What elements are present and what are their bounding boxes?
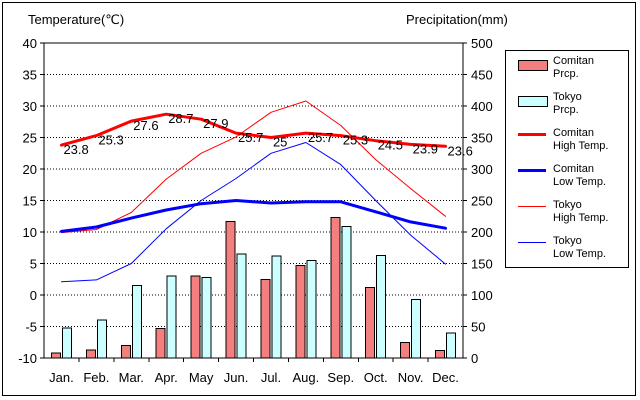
bar-tokyo-prcp bbox=[377, 255, 386, 358]
bar-tokyo-prcp bbox=[342, 226, 351, 358]
y-right-tick-label: 350 bbox=[471, 131, 493, 146]
x-tick-label: Jan. bbox=[49, 370, 74, 385]
x-tick-label: Jun. bbox=[224, 370, 249, 385]
y-left-tick-label: 40 bbox=[23, 36, 37, 51]
y-right-tick-label: 100 bbox=[471, 288, 493, 303]
bar-tokyo-prcp bbox=[237, 254, 246, 358]
y-left-tick-label: 15 bbox=[23, 194, 37, 209]
bar-tokyo-prcp bbox=[307, 260, 316, 358]
data-label: 23.6 bbox=[448, 143, 473, 158]
legend-swatch bbox=[518, 133, 546, 136]
legend: Comitan Prcp. Tokyo Prcp. Comitan High Temp… bbox=[505, 50, 629, 268]
y-right-tick-label: 150 bbox=[471, 257, 493, 272]
x-tick-label: Nov. bbox=[398, 370, 424, 385]
y-right-tick-label: 200 bbox=[471, 225, 493, 240]
data-label: 24.5 bbox=[378, 138, 403, 153]
y-right-tick-label: 300 bbox=[471, 162, 493, 177]
data-label: 25.3 bbox=[343, 133, 368, 148]
legend-item-tokyo-high: Tokyo High Temp. bbox=[506, 197, 628, 233]
legend-swatch bbox=[518, 206, 546, 207]
legend-item-comitan-high: Comitan High Temp. bbox=[506, 125, 628, 161]
data-label: 25.7 bbox=[238, 130, 263, 145]
y-right-tick-label: 50 bbox=[471, 320, 485, 335]
y-left-tick-label: -10 bbox=[18, 351, 37, 366]
x-tick-label: May bbox=[189, 370, 214, 385]
x-tick-label: Aug. bbox=[293, 370, 320, 385]
legend-label: Comitan bbox=[553, 163, 606, 176]
bar-tokyo-prcp bbox=[412, 299, 421, 358]
y-right-tick-label: 400 bbox=[471, 99, 493, 114]
bar-comitan-prcp bbox=[331, 218, 340, 358]
legend-item-comitan-prcp: Comitan Prcp. bbox=[506, 53, 628, 89]
data-label: 25.3 bbox=[98, 133, 123, 148]
bar-comitan-prcp bbox=[86, 350, 95, 358]
y-left-tick-label: 0 bbox=[30, 288, 37, 303]
bar-comitan-prcp bbox=[436, 350, 445, 358]
bar-tokyo-prcp bbox=[62, 328, 71, 358]
y-left-tick-label: 20 bbox=[23, 162, 37, 177]
x-tick-label: Sep. bbox=[327, 370, 354, 385]
legend-label: High Temp. bbox=[553, 140, 608, 153]
bar-tokyo-prcp bbox=[132, 286, 141, 358]
y-left-tick-label: 35 bbox=[23, 68, 37, 83]
bar-tokyo-prcp bbox=[272, 256, 281, 358]
x-tick-label: Apr. bbox=[155, 370, 178, 385]
bar-tokyo-prcp bbox=[97, 320, 106, 358]
legend-swatch bbox=[518, 242, 546, 243]
bar-comitan-prcp bbox=[121, 345, 130, 358]
bar-comitan-prcp bbox=[226, 221, 235, 358]
legend-item-tokyo-prcp: Tokyo Prcp. bbox=[506, 89, 628, 125]
legend-label: Comitan bbox=[553, 127, 608, 140]
legend-label: Comitan bbox=[553, 55, 594, 68]
x-tick-label: Jul. bbox=[261, 370, 281, 385]
x-tick-label: Oct. bbox=[364, 370, 388, 385]
data-label: 25.7 bbox=[308, 130, 333, 145]
data-label: 25 bbox=[273, 135, 287, 150]
legend-swatch bbox=[518, 169, 546, 172]
legend-label: Low Temp. bbox=[553, 176, 606, 189]
bar-tokyo-prcp bbox=[447, 333, 456, 358]
legend-swatch bbox=[518, 96, 548, 107]
x-tick-label: Feb. bbox=[83, 370, 109, 385]
y-right-tick-label: 500 bbox=[471, 36, 493, 51]
legend-label: Tokyo bbox=[553, 91, 582, 104]
legend-label: High Temp. bbox=[553, 212, 608, 225]
data-label: 27.9 bbox=[203, 116, 228, 131]
y-right-tick-label: 250 bbox=[471, 194, 493, 209]
line-tokyo-low bbox=[62, 143, 446, 282]
bar-comitan-prcp bbox=[366, 287, 375, 358]
bar-comitan-prcp bbox=[401, 342, 410, 358]
x-tick-label: Mar. bbox=[119, 370, 144, 385]
bar-comitan-prcp bbox=[156, 328, 165, 358]
line-comitan-low bbox=[62, 201, 446, 232]
bar-comitan-prcp bbox=[261, 279, 270, 358]
data-label: 28.7 bbox=[168, 111, 193, 126]
legend-label: Low Temp. bbox=[553, 248, 606, 261]
legend-label: Tokyo bbox=[553, 235, 606, 248]
y-right-tick-label: 0 bbox=[471, 351, 478, 366]
bar-comitan-prcp bbox=[296, 265, 305, 358]
data-label: 23.9 bbox=[413, 141, 438, 156]
legend-label: Prcp. bbox=[553, 68, 594, 81]
bar-tokyo-prcp bbox=[167, 276, 176, 358]
legend-swatch bbox=[518, 60, 548, 71]
bar-comitan-prcp bbox=[51, 353, 60, 358]
legend-item-comitan-low: Comitan Low Temp. bbox=[506, 161, 628, 197]
y-left-tick-label: 5 bbox=[30, 257, 37, 272]
bar-comitan-prcp bbox=[191, 276, 200, 358]
legend-label: Prcp. bbox=[553, 104, 582, 117]
data-label: 27.6 bbox=[133, 118, 158, 133]
legend-label: Tokyo bbox=[553, 199, 608, 212]
y-left-tick-label: -5 bbox=[25, 320, 37, 335]
y-left-tick-label: 25 bbox=[23, 131, 37, 146]
legend-item-tokyo-low: Tokyo Low Temp. bbox=[506, 233, 628, 269]
y-right-tick-label: 450 bbox=[471, 68, 493, 83]
data-label: 23.8 bbox=[63, 142, 88, 157]
x-tick-label: Dec. bbox=[432, 370, 459, 385]
bar-tokyo-prcp bbox=[202, 277, 211, 358]
y-left-tick-label: 30 bbox=[23, 99, 37, 114]
y-left-tick-label: 10 bbox=[23, 225, 37, 240]
